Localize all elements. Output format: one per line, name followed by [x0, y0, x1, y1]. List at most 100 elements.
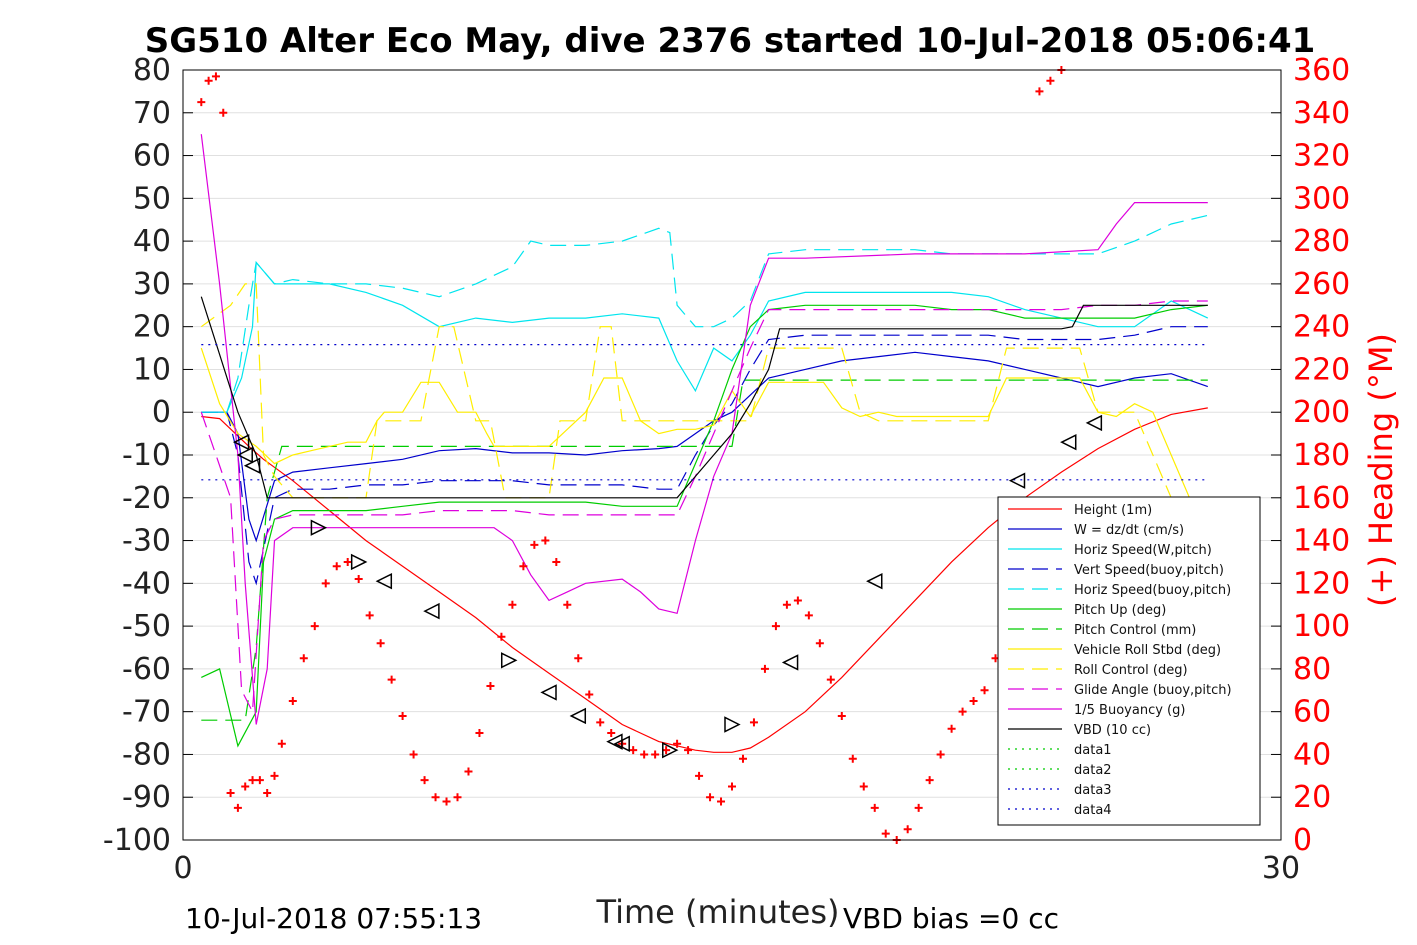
heading-point: [442, 797, 451, 806]
heading-point: [585, 690, 594, 699]
heading-point: [958, 707, 967, 716]
heading-point: [541, 536, 550, 545]
heading-point: [881, 829, 890, 838]
triangle-marker: [781, 654, 799, 671]
heading-point: [219, 108, 228, 117]
heading-point: [233, 803, 242, 812]
heading-point: [475, 729, 484, 738]
heading-point: [464, 767, 473, 776]
heading-point: [760, 664, 769, 673]
legend-label: 1/5 Buoyancy (g): [1074, 703, 1185, 718]
heading-point: [936, 750, 945, 759]
legend-box: [997, 496, 1261, 826]
series-line-9: [200, 300, 1208, 714]
y2-tick-label: 100: [1293, 609, 1350, 644]
triangle-marker: [375, 572, 393, 590]
heading-point: [376, 639, 385, 648]
legend-label: Vert Speed(buoy,pitch): [1074, 563, 1224, 578]
y-tick-label: -70: [122, 695, 171, 730]
heading-point: [197, 98, 206, 107]
heading-point: [706, 793, 715, 802]
heading-point: [270, 771, 279, 780]
heading-point: [717, 797, 726, 806]
triangle-marker: [310, 519, 328, 536]
y2-tick-label: 360: [1293, 53, 1350, 88]
y-tick-label: -90: [122, 780, 171, 815]
legend-label: Pitch Control (mm): [1074, 623, 1196, 638]
heading-point: [607, 729, 616, 738]
heading-point: [837, 711, 846, 720]
y-tick-label: 80: [133, 53, 171, 88]
legend-label: W = dz/dt (cm/s): [1074, 523, 1184, 538]
x-tick-label: 0: [173, 851, 192, 886]
heading-point: [299, 654, 308, 663]
chart-title: SG510 Alter Eco May, dive 2376 started 1…: [145, 21, 1316, 61]
heading-point: [903, 825, 912, 834]
y2-tick-label: 260: [1293, 267, 1350, 302]
legend: Height (1m) W = dz/dt (cm/s) Horiz Speed(W…: [997, 496, 1261, 826]
y2-tick-label: 340: [1293, 96, 1350, 131]
heading-point: [365, 611, 374, 620]
heading-point: [204, 76, 213, 85]
heading-point: [859, 782, 868, 791]
y2-tick-label: 120: [1293, 566, 1350, 601]
series-line-7: [200, 347, 1209, 520]
heading-point: [793, 596, 802, 605]
vbd-bias-label: VBD bias =0 cc: [843, 902, 1059, 935]
y-tick-label: -100: [103, 823, 171, 858]
heading-point: [804, 611, 813, 620]
triangle-marker: [243, 457, 261, 474]
y-tick-label: 70: [133, 96, 171, 131]
heading-point: [343, 557, 352, 566]
heading-point: [1035, 87, 1044, 96]
triangle-marker: [866, 572, 883, 590]
footer-timestamp: 10-Jul-2018 07:55:13: [185, 902, 482, 935]
legend-label: Glide Angle (buoy,pitch): [1074, 683, 1232, 698]
x-tick-label: 30: [1262, 851, 1300, 886]
y-tick-label: 40: [133, 224, 171, 259]
legend-label: Horiz Speed(buoy,pitch): [1074, 583, 1231, 598]
series-line-3: [201, 326, 1208, 586]
triangle-marker: [569, 707, 587, 725]
y-tick-label: 50: [133, 181, 171, 216]
heading-point: [782, 600, 791, 609]
y-tick-label: -20: [122, 481, 171, 516]
heading-point: [332, 562, 341, 571]
triangle-markers: [232, 414, 1103, 759]
triangle-marker: [1085, 414, 1103, 432]
y2-tick-label: 300: [1293, 181, 1350, 216]
heading-point: [409, 750, 418, 759]
legend-label: data4: [1074, 803, 1112, 818]
legend-label: VBD (10 cc): [1074, 723, 1151, 738]
series-line-5: [201, 304, 1208, 748]
y2-tick-label: 0: [1293, 823, 1312, 858]
heading-point: [255, 776, 264, 785]
heading-point: [728, 782, 736, 791]
heading-point: [277, 739, 286, 748]
legend-label: Pitch Up (deg): [1074, 603, 1166, 618]
heading-point: [211, 72, 220, 81]
heading-point: [563, 600, 572, 609]
heading-point: [453, 793, 462, 802]
heading-point: [980, 686, 989, 695]
triangle-marker: [1060, 433, 1077, 451]
heading-point: [749, 718, 758, 727]
heading-point: [530, 540, 539, 549]
y2-tick-label: 140: [1293, 524, 1350, 559]
y2-tick-label: 40: [1293, 737, 1331, 772]
legend-label: Height (1m): [1074, 503, 1152, 518]
triangle-marker: [1008, 472, 1026, 489]
triangle-marker: [232, 433, 250, 451]
y-tick-label: 0: [152, 395, 171, 430]
heading-point: [596, 718, 605, 727]
y-tick-label: 60: [133, 139, 171, 174]
heading-point: [486, 682, 495, 690]
heading-point: [771, 622, 780, 631]
triangle-marker: [613, 735, 630, 752]
series-line-1: [201, 351, 1208, 543]
heading-point: [969, 696, 978, 705]
y-tick-label: -50: [122, 609, 171, 644]
heading-point: [519, 562, 528, 571]
triangle-marker: [500, 652, 518, 669]
heading-point: [848, 754, 857, 763]
